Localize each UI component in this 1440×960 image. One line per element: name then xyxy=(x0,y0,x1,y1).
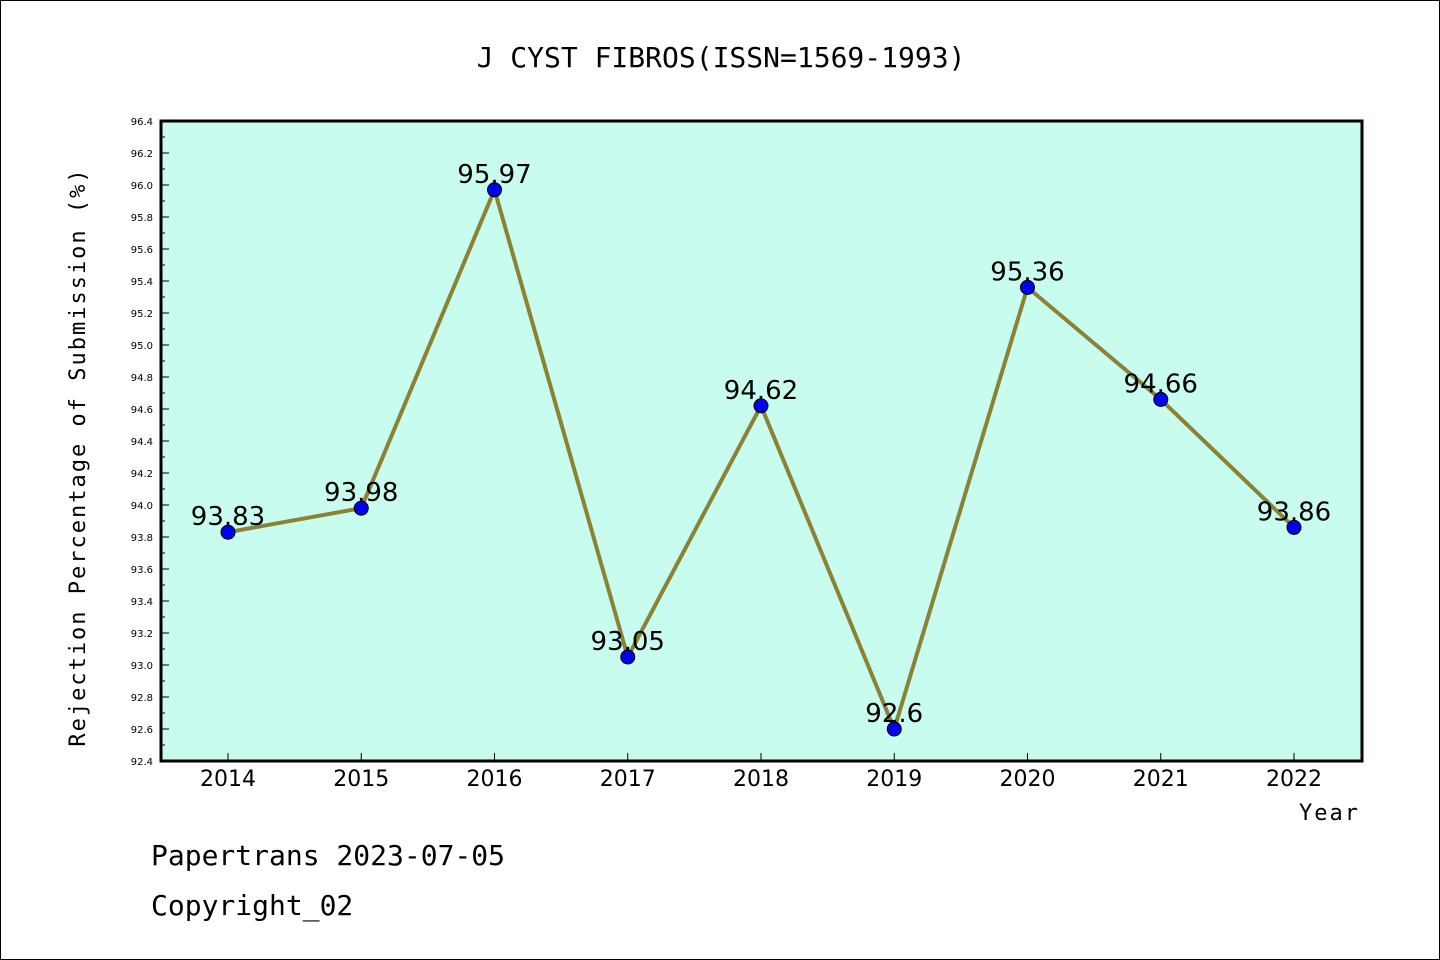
y-tick-label: 92.8 xyxy=(131,693,153,704)
x-tick-label: 2016 xyxy=(467,767,523,792)
footer-copyright: Copyright_02 xyxy=(151,889,353,923)
y-tick-label: 94.0 xyxy=(131,501,153,512)
data-point xyxy=(886,721,902,737)
data-label: 94.62 xyxy=(724,376,798,406)
x-axis-label: Year xyxy=(1299,801,1360,826)
y-tick-label: 93.4 xyxy=(131,597,153,608)
data-point xyxy=(620,649,636,665)
y-tick-label: 96.4 xyxy=(131,117,153,128)
y-tick-label: 94.2 xyxy=(131,469,153,480)
y-tick-label: 96.2 xyxy=(131,149,153,160)
data-point xyxy=(487,182,502,198)
y-tick-label: 95.8 xyxy=(131,213,153,224)
chart-title: J CYST FIBROS(ISSN=1569-1993) xyxy=(477,41,966,74)
y-tick-label: 94.6 xyxy=(131,405,153,416)
x-tick-label: 2019 xyxy=(866,767,922,792)
y-tick-label: 96.0 xyxy=(131,181,153,192)
data-label: 93.98 xyxy=(324,478,398,508)
x-tick-label: 2022 xyxy=(1266,767,1322,792)
x-tick-label: 2020 xyxy=(1000,767,1056,792)
x-tick-label: 2015 xyxy=(333,767,389,792)
data-label: 92.6 xyxy=(865,699,923,729)
y-tick-label: 92.6 xyxy=(131,725,153,736)
y-tick-label: 95.0 xyxy=(131,341,153,352)
x-tick-label: 2018 xyxy=(733,767,789,792)
y-tick-label: 94.4 xyxy=(131,437,153,448)
data-label: 94.66 xyxy=(1124,369,1198,399)
plot-area xyxy=(161,121,1362,761)
x-axis: 2014 2015 2016 2017 2018 2019 2020 2021 2022 xyxy=(200,753,1322,792)
y-axis: 92.4 92.6 92.8 93.0 93.2 93.4 93.6 93.8 94.0 94.2… xyxy=(131,117,169,768)
data-point xyxy=(353,500,369,516)
plot-border xyxy=(159,119,1364,763)
data-label: 95.36 xyxy=(990,257,1064,287)
y-tick-label: 93.0 xyxy=(131,661,153,672)
data-label: 93.83 xyxy=(191,502,265,532)
footer-date: Papertrans 2023-07-05 xyxy=(151,839,505,872)
data-label: 93.86 xyxy=(1257,497,1331,527)
data-label: 95.97 xyxy=(457,160,531,190)
y-tick-label: 93.6 xyxy=(131,565,153,576)
x-tick-label: 2014 xyxy=(200,767,256,792)
y-tick-label: 94.8 xyxy=(131,373,153,384)
series-layer xyxy=(220,182,1302,737)
y-tick-label: 92.4 xyxy=(131,757,153,768)
y-tick-label: 95.2 xyxy=(131,309,153,320)
y-tick-label: 95.4 xyxy=(131,277,153,288)
y-axis-label: Rejection Percentage of Submission (%) xyxy=(66,167,91,746)
data-point xyxy=(1020,279,1035,295)
y-tick-label: 95.6 xyxy=(131,245,153,256)
data-point xyxy=(220,524,236,540)
y-tick-label: 93.8 xyxy=(131,533,153,544)
x-tick-label: 2017 xyxy=(600,767,656,792)
data-point xyxy=(1153,391,1169,407)
data-labels: 93.83 93.98 95.97 93.05 94.62 92.6 95.36 94.66 9… xyxy=(191,160,1331,729)
data-point xyxy=(753,398,769,414)
x-tick-label: 2021 xyxy=(1133,767,1189,792)
data-label: 93.05 xyxy=(591,627,665,657)
y-tick-label: 93.2 xyxy=(131,629,153,640)
data-point xyxy=(1286,519,1302,535)
